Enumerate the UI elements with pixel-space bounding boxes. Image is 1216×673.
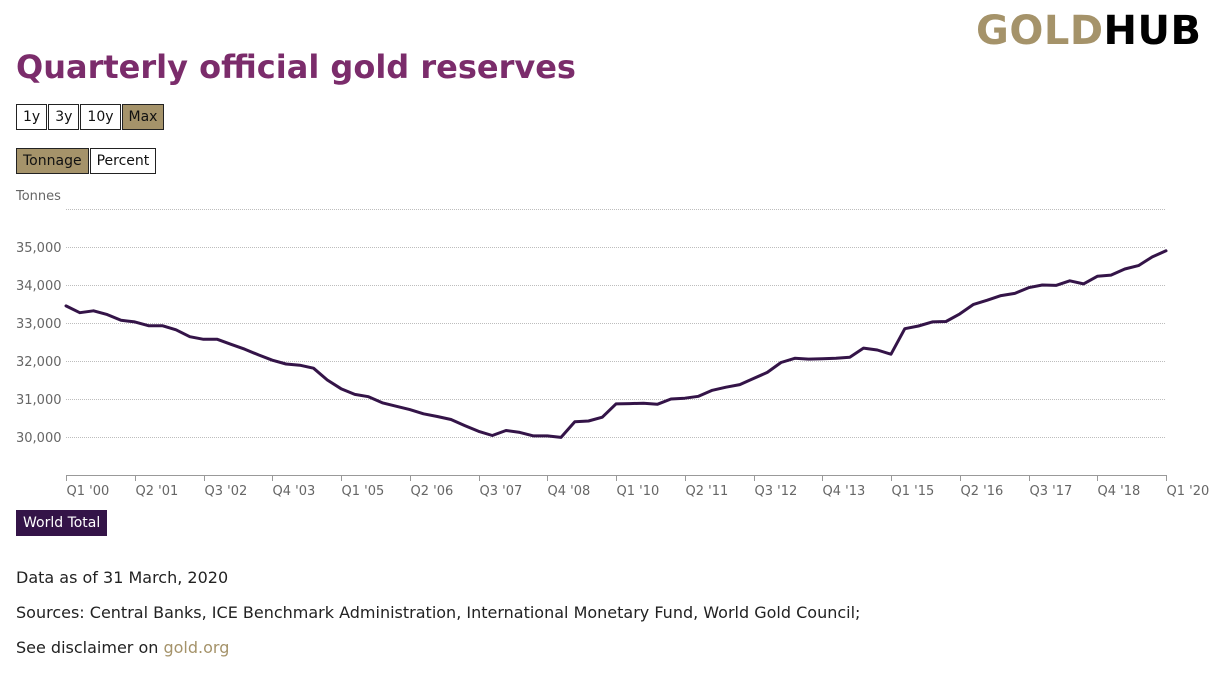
percent-button[interactable]: Percent — [89, 148, 157, 174]
x-tick-label: Q2 '01 — [136, 484, 179, 499]
y-axis-label: Tonnes — [15, 189, 61, 204]
x-tick-label: Q4 '08 — [548, 484, 591, 499]
range-max-button[interactable]: Max — [121, 104, 165, 130]
x-tick-label: Q3 '07 — [480, 484, 523, 499]
x-tick-label: Q3 '02 — [205, 484, 248, 499]
line-chart: Tonnes 30,000 31,000 32,000 33,000 34,000 35,… — [15, 189, 1209, 499]
x-tick-label: Q3 '17 — [1030, 484, 1073, 499]
gold-org-link[interactable]: gold.org — [163, 638, 230, 657]
range-selector: 1y 3y 10y Max — [16, 104, 165, 130]
x-tick-label: Q3 '12 — [755, 484, 798, 499]
x-tick-label: Q1 '20 — [1167, 484, 1210, 499]
x-tick-label: Q4 '13 — [823, 484, 866, 499]
sources-note: Sources: Central Banks, ICE Benchmark Ad… — [16, 603, 861, 622]
legend-world-total[interactable]: World Total — [16, 510, 108, 536]
chart-title: Quarterly official gold reserves — [16, 48, 576, 86]
x-tick-label: Q2 '06 — [411, 484, 454, 499]
range-10y-button[interactable]: 10y — [80, 104, 121, 130]
x-tick-label: Q4 '18 — [1098, 484, 1141, 499]
x-tick-label: Q1 '05 — [342, 484, 385, 499]
unit-selector: Tonnage Percent — [16, 148, 157, 174]
x-axis: Q1 '00 Q2 '01 Q3 '02 Q4 '03 Q1 '05 Q2 '06 Q3 '… — [66, 475, 1209, 499]
gridlines — [66, 209, 1166, 438]
x-tick-label: Q4 '03 — [273, 484, 316, 499]
logo-hub-text: HUB — [1103, 8, 1202, 54]
y-tick-label: 32,000 — [16, 355, 62, 370]
y-tick-label: 33,000 — [16, 317, 62, 332]
logo-gold-text: GOLD — [976, 8, 1104, 54]
y-tick-label: 31,000 — [16, 393, 62, 408]
goldhub-logo[interactable]: GOLDHUB — [976, 6, 1201, 56]
y-tick-label: 30,000 — [16, 431, 62, 446]
series-layer — [64, 249, 1168, 439]
x-tick-label: Q1 '00 — [67, 484, 110, 499]
x-tick-label: Q2 '16 — [961, 484, 1004, 499]
disclaimer-prefix: See disclaimer on — [16, 638, 164, 657]
range-1y-button[interactable]: 1y — [16, 104, 48, 130]
range-3y-button[interactable]: 3y — [48, 104, 80, 130]
x-tick-label: Q1 '10 — [617, 484, 660, 499]
x-tick-label: Q1 '15 — [892, 484, 935, 499]
y-axis-ticks: 30,000 31,000 32,000 33,000 34,000 35,000 — [16, 241, 62, 446]
y-tick-label: 35,000 — [16, 241, 62, 256]
series-line-world-total[interactable] — [64, 249, 1168, 439]
disclaimer-note: See disclaimer on gold.org — [16, 638, 229, 657]
data-as-of-note: Data as of 31 March, 2020 — [16, 568, 229, 587]
y-tick-label: 34,000 — [16, 279, 62, 294]
x-tick-label: Q2 '11 — [686, 484, 729, 499]
tonnage-button[interactable]: Tonnage — [16, 148, 89, 174]
